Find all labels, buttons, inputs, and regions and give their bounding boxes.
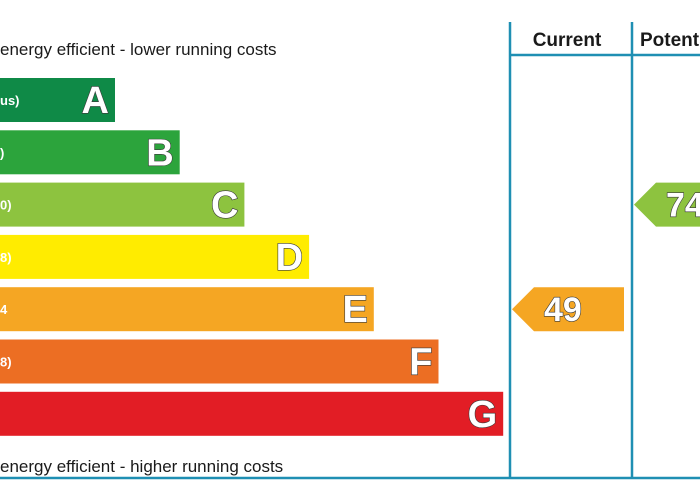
current-rating-arrow	[512, 287, 624, 332]
band-bar-g	[0, 391, 504, 436]
band-letter-a: A	[82, 80, 109, 122]
band-range-d: 8)	[0, 250, 12, 265]
potential-column-header: Potent	[640, 30, 700, 51]
band-bar-a	[0, 78, 115, 122]
band-bar-c	[0, 182, 245, 227]
band-letter-e: E	[342, 289, 367, 331]
band-letter-b: B	[146, 132, 173, 174]
band-letter-g: G	[468, 394, 498, 436]
band-letter-c: C	[211, 185, 238, 227]
band-letter-f: F	[409, 342, 432, 384]
top-caption: energy efficient - lower running costs	[0, 40, 277, 59]
band-range-c: 0)	[0, 198, 12, 213]
band-range-b: )	[0, 145, 4, 160]
band-range-a: us)	[0, 93, 20, 108]
band-letter-d: D	[276, 237, 303, 279]
band-bar-f	[0, 339, 439, 384]
potential-rating-arrow	[634, 182, 700, 227]
rating-markers: 49 74	[512, 182, 700, 332]
band-bar-b	[0, 130, 180, 175]
current-rating-value: 49	[544, 291, 582, 329]
potential-rating-value: 74	[666, 187, 700, 225]
band-bar-e	[0, 287, 374, 332]
band-bar-d	[0, 234, 310, 279]
bottom-caption: energy efficient - higher running costs	[0, 457, 283, 476]
band-range-f: 8)	[0, 355, 12, 370]
band-range-e: 4	[0, 302, 8, 317]
rating-bands: us) A) B 0) C 8) D 4 E 8) FG	[0, 78, 504, 436]
current-column-header: Current	[533, 30, 602, 51]
